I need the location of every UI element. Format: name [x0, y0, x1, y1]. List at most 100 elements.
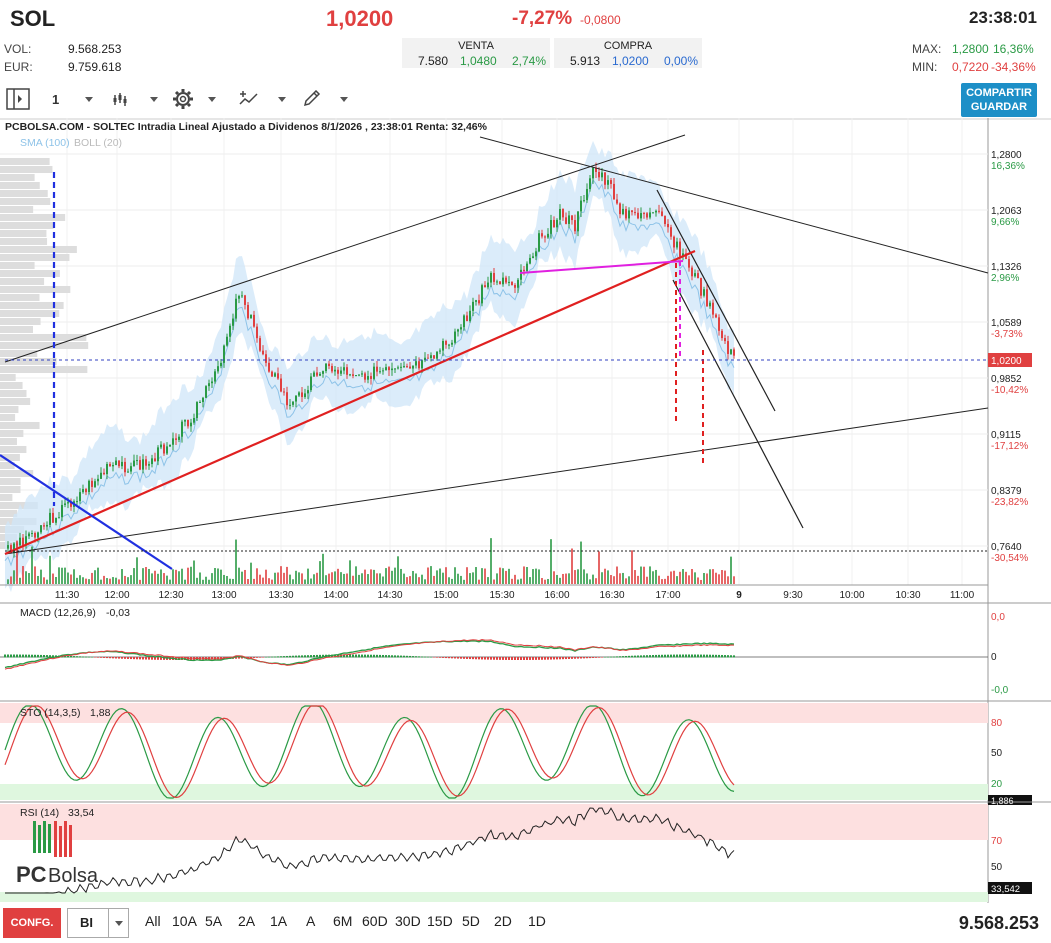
macd-histogram-bar	[598, 657, 600, 658]
boll-legend[interactable]: BOLL (20)	[74, 137, 122, 149]
volume-bar	[721, 570, 723, 584]
volume-bar	[457, 573, 459, 584]
symbol-title: SOL	[10, 6, 56, 31]
period-a-button[interactable]: A	[306, 913, 316, 929]
macd-histogram-bar	[721, 654, 723, 658]
volume-bar	[382, 576, 384, 584]
macd-histogram-bar	[133, 657, 135, 660]
macd-histogram-bar	[121, 657, 123, 659]
candle-body	[136, 460, 138, 462]
period-5d-button[interactable]: 5D	[462, 913, 480, 929]
volume-bar	[115, 577, 117, 584]
period-10a-button[interactable]: 10A	[172, 913, 197, 929]
candle-body	[655, 210, 657, 213]
macd-histogram-bar	[46, 655, 48, 658]
macd-histogram-bar	[394, 655, 396, 658]
macd-histogram-bar	[496, 657, 498, 660]
period-60d-button[interactable]: 60D	[362, 913, 388, 929]
buy-price: 1,0200	[612, 54, 649, 68]
price-axis-value: 0,8379	[991, 486, 1022, 497]
period-15d-button[interactable]: 15D	[427, 913, 453, 929]
candle-body	[55, 517, 57, 523]
chart-canvas[interactable]: PCBOLSA.COM - SOLTEC Intradia Lineal Aju…	[0, 118, 1051, 903]
interval-dropdown[interactable]: 1	[52, 88, 94, 110]
macd-histogram-bar	[301, 655, 303, 658]
chevron-down-icon	[85, 96, 94, 102]
macd-histogram-bar	[112, 657, 114, 659]
macd-histogram-bar	[718, 654, 720, 658]
period-30d-button[interactable]: 30D	[395, 913, 421, 929]
volume-bar	[490, 538, 492, 584]
candle-body	[394, 368, 396, 370]
volume-bar	[496, 573, 498, 584]
macd-axis-top: 0,0	[991, 612, 1005, 623]
candle-body	[697, 273, 699, 279]
volume-bar	[628, 576, 630, 584]
drawing-tools-dropdown[interactable]	[302, 88, 348, 110]
candle-body	[502, 277, 504, 285]
price-axis-pct: -30,54%	[991, 553, 1028, 564]
volume-bar	[337, 568, 339, 584]
candle-body	[424, 357, 426, 361]
volume-profile-bar	[0, 502, 38, 509]
volume-bar	[148, 568, 150, 584]
macd-histogram-bar	[475, 657, 477, 660]
volume-bar	[322, 553, 324, 584]
macd-histogram-bar	[502, 657, 504, 660]
price-axis-pct: -10,42%	[991, 385, 1028, 396]
sma-legend[interactable]: SMA (100)	[20, 137, 70, 149]
period-6m-button[interactable]: 6M	[333, 913, 353, 929]
macd-histogram-bar	[673, 654, 675, 658]
macd-histogram-bar	[511, 657, 513, 660]
macd-histogram-bar	[286, 655, 288, 658]
macd-histogram-bar	[298, 655, 300, 658]
volume-bar	[196, 577, 198, 584]
candle-body	[679, 241, 681, 257]
candle-body	[442, 340, 444, 351]
period-all-button[interactable]: All	[145, 913, 161, 929]
volume-bar	[445, 567, 447, 584]
candle-body	[346, 367, 348, 375]
volume-bar	[244, 569, 246, 584]
time-axis-label: 11:00	[950, 590, 975, 601]
upper-channel-line	[4, 134, 686, 363]
period-2a-button[interactable]: 2A	[238, 913, 256, 929]
chart-type-dropdown[interactable]	[112, 88, 158, 110]
macd-histogram-bar	[148, 657, 150, 660]
candle-body	[244, 295, 246, 305]
price-axis-value: 1,1326	[991, 262, 1022, 273]
sidebar-toggle-button[interactable]	[6, 88, 30, 110]
scale-select[interactable]: BI	[67, 908, 129, 938]
sto-tag-bg	[988, 795, 1032, 805]
volume-profile-bar	[0, 174, 35, 181]
candle-body	[415, 361, 417, 366]
config-button[interactable]: CONFG.	[3, 908, 61, 938]
candle-body	[721, 330, 723, 339]
volume-bar	[727, 576, 729, 584]
candle-body	[451, 342, 453, 345]
price-axis-pct: 9,66%	[991, 217, 1019, 228]
candle-body	[433, 355, 435, 359]
macd-histogram-bar	[676, 654, 678, 658]
volume-bar	[583, 569, 585, 584]
time-axis-label: 14:00	[323, 590, 348, 601]
share-save-button[interactable]: COMPARTIR GUARDAR	[961, 83, 1037, 117]
period-1a-button[interactable]: 1A	[270, 913, 288, 929]
macd-histogram-bar	[271, 656, 273, 658]
period-1d-button[interactable]: 1D	[528, 913, 546, 929]
macd-histogram-bar	[115, 657, 117, 659]
period-5a-button[interactable]: 5A	[205, 913, 223, 929]
volume-bar	[553, 571, 555, 584]
settings-dropdown[interactable]	[172, 88, 216, 110]
candle-body	[673, 236, 675, 248]
period-2d-button[interactable]: 2D	[494, 913, 512, 929]
candle-body	[661, 211, 663, 216]
indicators-dropdown[interactable]	[238, 88, 286, 110]
volume-profile-bar	[0, 446, 27, 453]
volume-bar	[439, 568, 441, 584]
macd-histogram-bar	[25, 654, 27, 658]
candle-body	[709, 302, 711, 307]
candle-body	[595, 167, 597, 173]
macd-histogram-bar	[22, 654, 24, 658]
